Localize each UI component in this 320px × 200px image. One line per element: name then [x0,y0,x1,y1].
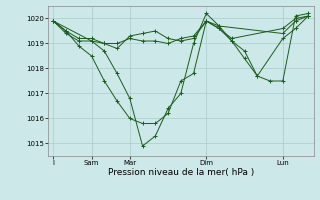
X-axis label: Pression niveau de la mer( hPa ): Pression niveau de la mer( hPa ) [108,168,254,177]
